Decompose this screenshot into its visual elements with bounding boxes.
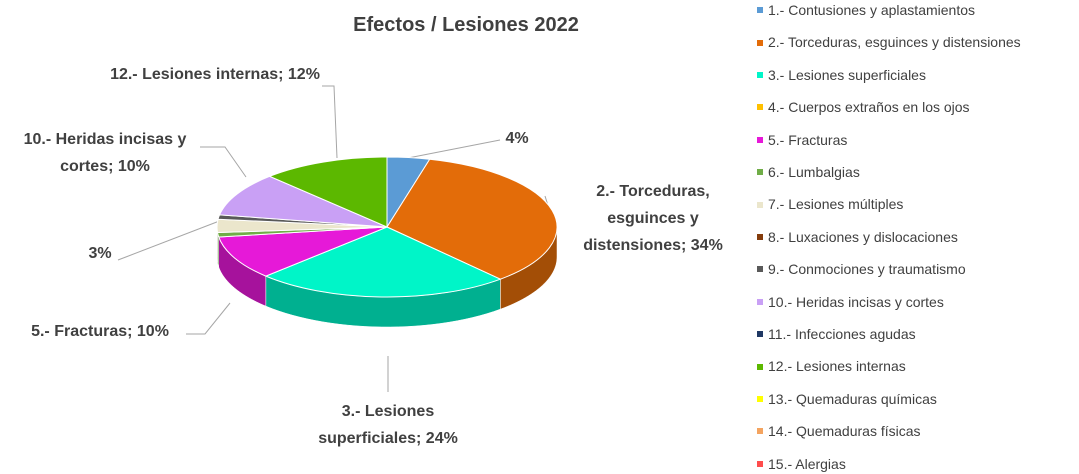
legend-item: 2.- Torceduras, esguinces y distensiones [757, 34, 1021, 50]
legend-swatch [757, 363, 763, 370]
legend-swatch [757, 7, 763, 14]
pie-sides [216, 226, 558, 328]
legend-label: 1.- Contusiones y aplastamientos [768, 2, 975, 18]
legend-item: 14.- Quemaduras físicas [757, 423, 921, 439]
leader-line [407, 139, 501, 159]
legend-swatch [757, 298, 763, 305]
legend-label: 11.- Infecciones agudas [768, 326, 916, 342]
legend-label: 13.- Quemaduras químicas [768, 390, 937, 407]
slice [218, 175, 388, 228]
data-label: 2.- Torceduras, esguinces y distensiones… [583, 183, 723, 254]
legend-label: 6.- Lumbalgias [768, 164, 860, 180]
legend-item: 9.- Conmociones y traumatismo [757, 261, 966, 277]
legend-swatch [757, 201, 763, 208]
legend-swatch [757, 234, 763, 241]
legend-item: 4.- Cuerpos extraños en los ojos [757, 99, 970, 115]
legend-label: 3.- Lesiones superficiales [768, 66, 926, 83]
legend-label: 15.- Alergias [768, 455, 846, 472]
slice [264, 226, 502, 298]
data-label: 10.- Heridas incisas y cortes; 10% [23, 131, 187, 175]
legend-item: 3.- Lesiones superficiales [757, 67, 926, 83]
data-label: 5.- Fracturas; 10% [31, 323, 169, 340]
legend-label: 10.- Heridas incisas y cortes [768, 293, 944, 310]
legend-item: 11.- Infecciones agudas [757, 326, 916, 342]
legend-label: 12.- Lesiones internas [768, 358, 906, 375]
legend-label: 4.- Cuerpos extraños en los ojos [768, 99, 970, 116]
data-label: 4% [505, 130, 529, 147]
leader-line [186, 302, 231, 335]
legend-item: 5.- Fracturas [757, 132, 847, 148]
legend-item: 12.- Lesiones internas [757, 358, 906, 374]
legend-label: 8.- Luxaciones y dislocaciones [768, 228, 958, 245]
legend-label: 5.- Fracturas [768, 131, 848, 148]
legend-swatch [757, 39, 763, 46]
legend-item: 1.- Contusiones y aplastamientos [757, 2, 975, 18]
leader-line [322, 85, 338, 159]
legend-label: 9.- Conmociones y traumatismo [768, 261, 966, 278]
legend-swatch [757, 169, 763, 176]
data-label: 12.- Lesiones internas; 12% [110, 66, 320, 83]
legend-label: 14.- Quemaduras físicas [768, 423, 921, 440]
legend-item: 13.- Quemaduras químicas [757, 391, 937, 407]
legend-item: 15.- Alergias [757, 456, 846, 472]
legend-swatch [757, 266, 763, 273]
legend-swatch [757, 396, 763, 403]
data-label: 3.- Lesiones superficiales; 24% [318, 403, 458, 447]
legend-item: 10.- Heridas incisas y cortes [757, 294, 944, 310]
slice [386, 158, 558, 280]
legend-label: 2.- Torceduras, esguinces y distensiones [768, 34, 1021, 51]
slice [218, 226, 388, 277]
legend-item: 7.- Lesiones múltiples [757, 196, 903, 212]
legend-item: 8.- Luxaciones y dislocaciones [757, 229, 958, 245]
legend-swatch [757, 331, 763, 338]
legend-item: 6.- Lumbalgias [757, 164, 860, 180]
pie-tops [216, 156, 558, 298]
legend-label: 7.- Lesiones múltiples [768, 196, 904, 213]
leader-line [117, 219, 223, 261]
chart-title: Efectos / Lesiones 2022 [353, 14, 579, 36]
legend-swatch [757, 428, 763, 435]
legend-swatch [757, 136, 763, 143]
legend-swatch [757, 460, 763, 467]
legend-swatch [757, 72, 763, 79]
leader-line [200, 146, 247, 178]
legend-swatch [757, 104, 763, 111]
slice [268, 156, 388, 228]
data-label: 3% [88, 245, 112, 262]
